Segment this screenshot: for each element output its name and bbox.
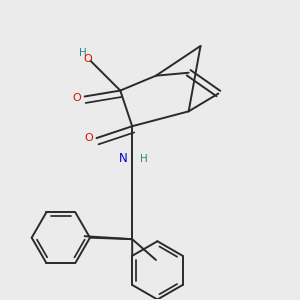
Text: N: N — [119, 152, 128, 165]
Text: O: O — [73, 93, 82, 103]
Text: O: O — [85, 133, 93, 143]
Text: O: O — [83, 54, 92, 64]
Text: H: H — [79, 48, 87, 59]
Text: H: H — [140, 154, 147, 164]
